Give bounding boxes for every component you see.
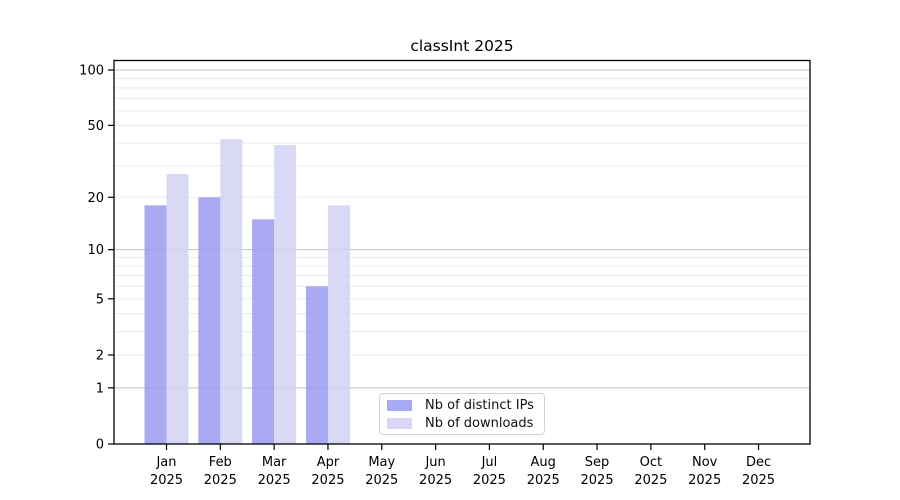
x-tick-label-month-may: May	[368, 455, 395, 470]
x-tick-label-year-nov: 2025	[688, 473, 721, 488]
legend-swatch-distinct-ips	[387, 399, 412, 411]
y-tick-label-1: 1	[96, 381, 104, 396]
y-tick-label-0: 0	[96, 438, 104, 453]
x-tick-label-month-oct: Oct	[640, 455, 662, 470]
x-tick-label-year-aug: 2025	[527, 473, 560, 488]
x-tick-label-month-apr: Apr	[317, 455, 340, 470]
x-tick-label-month-jul: Jul	[481, 455, 498, 470]
x-tick-label-year-jul: 2025	[473, 473, 506, 488]
legend-item-distinct-ips: Nb of distinct IPs	[387, 398, 534, 413]
x-tick-label-month-jan: Jan	[155, 455, 176, 470]
x-tick-label-year-dec: 2025	[742, 473, 775, 488]
x-tick-label-month-jun: Jun	[424, 455, 445, 470]
bar-downloads-mar	[274, 145, 297, 444]
x-tick-label-month-aug: Aug	[531, 455, 556, 470]
x-tick-label-year-jun: 2025	[419, 473, 452, 488]
x-tick-label-month-dec: Dec	[746, 455, 771, 470]
y-tick-label-5: 5	[96, 292, 104, 307]
y-tick-label-50: 50	[87, 119, 104, 134]
bar-distinct-ips-jan	[144, 205, 167, 444]
legend-item-downloads: Nb of downloads	[387, 416, 534, 431]
x-tick-label-year-mar: 2025	[258, 473, 291, 488]
x-tick-label-year-feb: 2025	[204, 473, 237, 488]
legend-label-distinct-ips: Nb of distinct IPs	[425, 397, 534, 413]
y-tick-label-2: 2	[96, 348, 104, 363]
legend-label-downloads: Nb of downloads	[425, 415, 534, 431]
x-tick-label-month-sep: Sep	[585, 455, 610, 470]
x-tick-label-month-nov: Nov	[692, 455, 718, 470]
x-tick-label-year-oct: 2025	[634, 473, 667, 488]
bar-downloads-apr	[327, 205, 350, 444]
x-tick-label-year-may: 2025	[365, 473, 398, 488]
legend-swatch-downloads	[387, 417, 412, 429]
bar-distinct-ips-mar	[252, 219, 275, 444]
legend-box: Nb of distinct IPs Nb of downloads	[379, 393, 545, 435]
x-tick-label-year-jan: 2025	[150, 473, 183, 488]
bar-distinct-ips-feb	[198, 197, 221, 444]
x-tick-label-month-feb: Feb	[209, 455, 232, 470]
bar-downloads-jan	[166, 173, 189, 444]
y-tick-label-10: 10	[87, 243, 104, 258]
bar-distinct-ips-apr	[305, 286, 328, 444]
bar-downloads-feb	[220, 139, 243, 444]
chart-title: classInt 2025	[410, 37, 514, 55]
y-tick-label-20: 20	[87, 191, 104, 206]
x-tick-label-month-mar: Mar	[262, 455, 287, 470]
plot-border	[113, 59, 811, 445]
y-tick-label-100: 100	[79, 63, 104, 78]
x-tick-label-year-apr: 2025	[311, 473, 344, 488]
x-tick-label-year-sep: 2025	[581, 473, 614, 488]
